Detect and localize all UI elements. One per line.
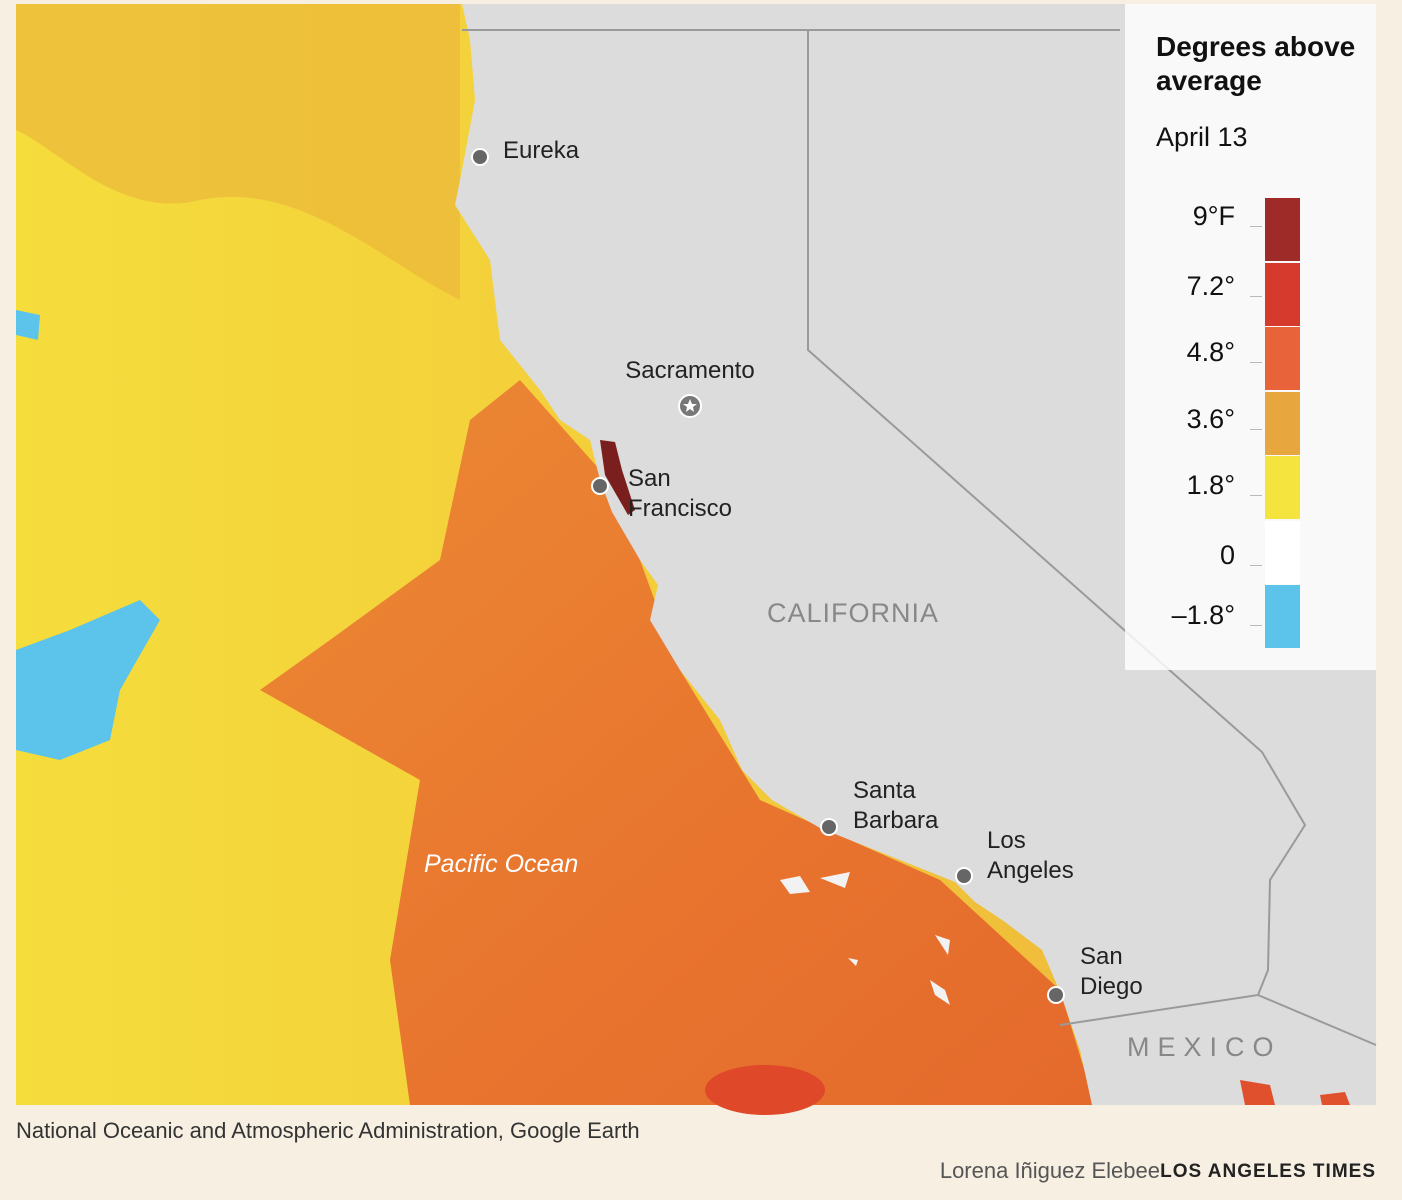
legend-swatch xyxy=(1265,327,1300,390)
legend-tick xyxy=(1250,429,1262,430)
legend-tick xyxy=(1250,362,1262,363)
legend-swatch xyxy=(1265,456,1300,519)
city-label: Eureka xyxy=(503,137,580,164)
ocean-label: Pacific Ocean xyxy=(424,850,579,878)
hot-spot xyxy=(705,1065,825,1115)
city-marker xyxy=(471,148,489,166)
city-label: San Francisco xyxy=(628,465,733,522)
publisher: LOS ANGELES TIMES xyxy=(1160,1161,1376,1182)
source: National Oceanic and Atmospheric Adminis… xyxy=(16,1118,640,1143)
legend-tick-label: –1.8° xyxy=(1171,600,1235,630)
islands xyxy=(780,872,950,1005)
legend-swatch xyxy=(1265,391,1300,455)
legend-date: April 13 xyxy=(1156,122,1248,152)
legend-tick-label: 0 xyxy=(1219,540,1235,570)
capital-star xyxy=(683,399,697,412)
city-marker xyxy=(591,477,609,495)
legend-tick xyxy=(1250,226,1262,227)
cool-spot xyxy=(16,310,160,760)
warm-zone xyxy=(260,380,1095,1105)
borders xyxy=(462,29,1377,1046)
legend-tick xyxy=(1250,296,1262,297)
legend-tick xyxy=(1250,625,1262,626)
legend-swatch xyxy=(1265,262,1300,326)
legend-swatch xyxy=(1265,198,1300,261)
legend: Degrees above average April 13 9°F 7.2° 4.… xyxy=(1125,4,1376,670)
ocean-shade xyxy=(16,4,460,300)
city-label: San Diego xyxy=(1080,943,1143,1000)
city-label: Santa Barbara xyxy=(853,777,939,834)
city-marker xyxy=(955,867,973,885)
state-label: CALIFORNIA xyxy=(767,598,940,628)
legend-tick xyxy=(1250,495,1262,496)
city-marker xyxy=(820,818,838,836)
legend-swatch xyxy=(1265,520,1300,584)
country-label: MEXICO xyxy=(1127,1032,1282,1062)
legend-tick-label: 3.6° xyxy=(1186,404,1235,434)
city-marker xyxy=(1047,986,1065,1004)
legend-swatch xyxy=(1265,585,1300,648)
legend-title: Degrees above average xyxy=(1156,31,1356,96)
legend-tick-label: 1.8° xyxy=(1186,470,1235,500)
gulf-warm xyxy=(1240,1080,1350,1105)
city-label: Los Angeles xyxy=(987,827,1074,884)
city-label: Sacramento xyxy=(625,357,755,384)
credit: Lorena Iñiguez Elebee xyxy=(939,1158,1160,1183)
legend-tick xyxy=(1250,565,1262,566)
legend-tick-label: 4.8° xyxy=(1186,337,1235,367)
legend-tick-label: 9°F xyxy=(1192,201,1235,231)
bay xyxy=(600,440,635,515)
legend-tick-label: 7.2° xyxy=(1186,271,1235,301)
